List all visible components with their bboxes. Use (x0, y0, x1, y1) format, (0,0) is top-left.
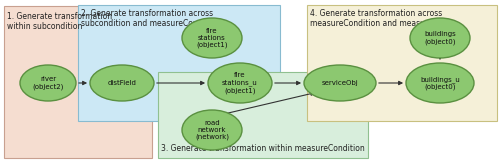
Ellipse shape (182, 110, 242, 150)
Ellipse shape (208, 63, 272, 103)
Ellipse shape (406, 63, 474, 103)
Ellipse shape (410, 18, 470, 58)
FancyBboxPatch shape (158, 72, 368, 158)
Text: 1. Generate transformation
within subcondition: 1. Generate transformation within subcon… (7, 12, 112, 31)
FancyBboxPatch shape (78, 5, 280, 121)
Ellipse shape (90, 65, 154, 101)
Text: buildings
(object0): buildings (object0) (424, 31, 456, 45)
Ellipse shape (304, 65, 376, 101)
FancyBboxPatch shape (307, 5, 497, 121)
Text: fire
stations
(object1): fire stations (object1) (196, 28, 228, 48)
Text: road
network
(network): road network (network) (195, 120, 229, 140)
FancyBboxPatch shape (4, 6, 152, 158)
Text: distField: distField (108, 80, 136, 86)
Ellipse shape (182, 18, 242, 58)
Text: river
(object2): river (object2) (32, 76, 64, 90)
Text: 3. Generate transformation within measureCondition: 3. Generate transformation within measur… (161, 144, 365, 153)
Text: buildings_u
(object0): buildings_u (object0) (420, 76, 460, 90)
Text: fire
stations_u
(object1): fire stations_u (object1) (222, 72, 258, 94)
Text: 2. Generate transformation across
subcondition and measureCondition: 2. Generate transformation across subcon… (81, 9, 220, 28)
Ellipse shape (20, 65, 76, 101)
Text: 4. Generate transformation across
measureCondition and measure: 4. Generate transformation across measur… (310, 9, 442, 28)
Text: serviceObj: serviceObj (322, 80, 358, 86)
